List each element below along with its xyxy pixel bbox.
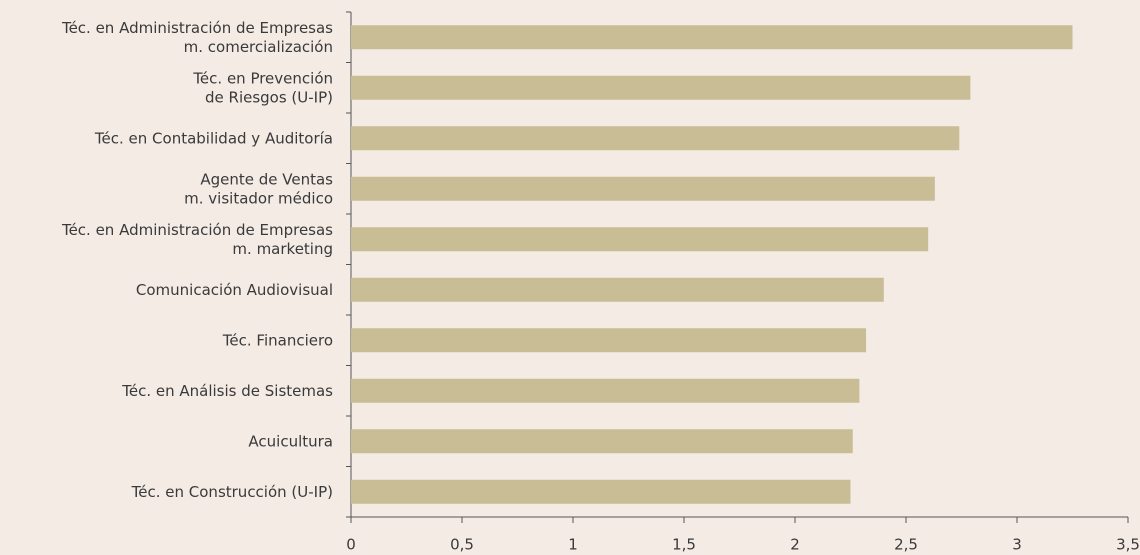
bar — [351, 126, 960, 151]
x-tick-label: 0 — [346, 536, 356, 554]
label-line: Téc. en Administración de Empresas — [61, 18, 333, 36]
bar — [351, 429, 853, 454]
x-tick-label: 1 — [568, 536, 578, 554]
bar — [351, 227, 929, 252]
label-line: Téc. en Prevención — [192, 69, 333, 87]
bar — [351, 25, 1073, 50]
label-line: Téc. Financiero — [222, 331, 333, 349]
label-line: Acuicultura — [248, 432, 333, 450]
x-tick-label: 3,5 — [1116, 536, 1140, 554]
bar — [351, 176, 935, 201]
x-tick-label: 3 — [1012, 536, 1022, 554]
y-tick-label: Agente de Ventas m. visitador médico — [184, 170, 333, 207]
y-tick-label: Téc. en Construcción (U-IP) — [131, 482, 333, 500]
label-line: m. visitador médico — [184, 189, 333, 207]
y-tick-label: Téc. en Administración de Empresas m. com… — [61, 18, 333, 55]
y-tick-label: Téc. en Prevención de Riesgos (U-IP) — [192, 69, 333, 106]
label-line: Agente de Ventas — [200, 170, 333, 188]
y-tick-label: Téc. en Administración de Empresas m. mar… — [61, 220, 333, 257]
y-tick-label: Téc. Financiero — [222, 331, 333, 349]
y-tick-label: Téc. en Análisis de Sistemas — [121, 381, 333, 399]
bar — [351, 328, 867, 353]
label-line: m. comercialización — [184, 37, 333, 55]
y-tick-label: Comunicación Audiovisual — [136, 280, 333, 298]
label-line: m. marketing — [232, 239, 333, 257]
label-line: Comunicación Audiovisual — [136, 280, 333, 298]
bar — [351, 378, 860, 403]
y-tick-label: Téc. en Contabilidad y Auditoría — [94, 129, 333, 147]
x-tick-label: 2 — [790, 536, 800, 554]
bar — [351, 277, 884, 302]
bar — [351, 479, 851, 504]
label-line: Téc. en Contabilidad y Auditoría — [94, 129, 333, 147]
label-line: Téc. en Análisis de Sistemas — [121, 381, 333, 399]
label-line: Téc. en Construcción (U-IP) — [131, 482, 333, 500]
x-tick-label: 1,5 — [672, 536, 696, 554]
y-tick-label: Acuicultura — [248, 432, 333, 450]
label-line: de Riesgos (U-IP) — [205, 88, 333, 106]
label-line: Téc. en Administración de Empresas — [61, 220, 333, 238]
bar — [351, 75, 971, 100]
x-tick-label: 2,5 — [894, 536, 918, 554]
x-tick-label: 0,5 — [450, 536, 474, 554]
